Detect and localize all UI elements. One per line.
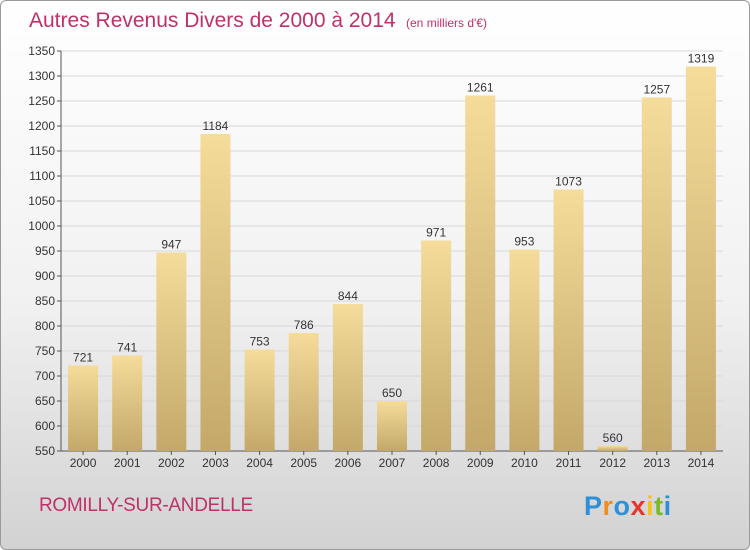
bar-value-label: 1319 xyxy=(688,52,715,66)
bar xyxy=(509,249,540,451)
bar-value-label: 953 xyxy=(514,235,534,249)
logo-letter: o xyxy=(613,491,631,521)
bar-value-label: 753 xyxy=(250,335,270,349)
logo-letter: P xyxy=(584,491,603,521)
y-tick-label: 650 xyxy=(35,394,55,408)
x-tick-label: 2004 xyxy=(246,456,273,470)
x-tick-label: 2014 xyxy=(688,456,715,470)
y-tick-label: 1050 xyxy=(28,194,55,208)
y-tick-label: 750 xyxy=(35,344,55,358)
bar-value-label: 1257 xyxy=(643,83,670,97)
y-tick-label: 700 xyxy=(35,369,55,383)
logo-letter: x xyxy=(630,491,647,521)
bar xyxy=(200,134,231,451)
x-tick-label: 2010 xyxy=(511,456,538,470)
x-tick-label: 2012 xyxy=(599,456,626,470)
bar-value-label: 650 xyxy=(382,386,402,400)
logo-letter: t xyxy=(654,491,664,521)
bar xyxy=(465,95,496,451)
proxiti-logo: Proxiti xyxy=(584,491,672,522)
y-tick-label: 600 xyxy=(35,419,55,433)
bar-value-label: 1261 xyxy=(467,81,494,95)
bar-value-label: 721 xyxy=(73,351,93,365)
chart-title: Autres Revenus Divers de 2000 à 2014 xyxy=(29,9,396,32)
bar xyxy=(685,66,716,451)
bar-value-label: 741 xyxy=(117,341,137,355)
x-tick-label: 2006 xyxy=(335,456,362,470)
bar-value-label: 844 xyxy=(338,289,358,303)
x-tick-label: 2000 xyxy=(70,456,97,470)
y-tick-label: 900 xyxy=(35,269,55,283)
bar-value-label: 786 xyxy=(294,318,314,332)
chart-unit: (en milliers d'€) xyxy=(406,16,487,30)
bar xyxy=(68,365,99,451)
y-tick-label: 1250 xyxy=(28,94,55,108)
bar xyxy=(288,333,319,451)
y-tick-label: 550 xyxy=(35,444,55,458)
x-tick-label: 2009 xyxy=(467,456,494,470)
y-tick-label: 1100 xyxy=(29,169,55,183)
bar-value-label: 947 xyxy=(161,238,181,252)
bar xyxy=(112,355,143,451)
bar xyxy=(332,304,363,451)
chart-title-block: Autres Revenus Divers de 2000 à 2014 (en… xyxy=(29,9,487,33)
y-tick-label: 1150 xyxy=(29,144,55,158)
bar-value-label: 560 xyxy=(603,431,623,445)
x-tick-label: 2003 xyxy=(202,456,229,470)
bar xyxy=(376,401,408,451)
x-tick-label: 2008 xyxy=(423,456,450,470)
bar xyxy=(553,189,584,451)
x-tick-label: 2007 xyxy=(379,456,406,470)
bar-value-label: 971 xyxy=(426,226,446,240)
x-tick-label: 2001 xyxy=(114,456,141,470)
y-tick-label: 1000 xyxy=(28,219,55,233)
y-tick-label: 1200 xyxy=(28,119,55,133)
bar xyxy=(421,240,452,451)
y-tick-label: 800 xyxy=(35,319,55,333)
bar-value-label: 1184 xyxy=(203,119,229,133)
bar xyxy=(244,349,275,451)
commune-name: ROMILLY-SUR-ANDELLE xyxy=(39,495,253,516)
bar xyxy=(641,97,672,451)
bar xyxy=(597,446,628,451)
x-tick-label: 2011 xyxy=(556,456,582,470)
y-tick-label: 1350 xyxy=(28,44,55,58)
y-tick-label: 1300 xyxy=(28,69,55,83)
bar xyxy=(156,252,187,451)
logo-letter: i xyxy=(663,491,672,521)
logo-letter: i xyxy=(646,491,655,521)
logo-letter: r xyxy=(602,491,614,521)
x-tick-label: 2002 xyxy=(158,456,185,470)
x-tick-label: 2013 xyxy=(643,456,670,470)
y-tick-label: 950 xyxy=(35,244,55,258)
y-tick-label: 850 xyxy=(35,294,55,308)
x-tick-label: 2005 xyxy=(290,456,317,470)
bar-value-label: 1073 xyxy=(555,175,582,189)
